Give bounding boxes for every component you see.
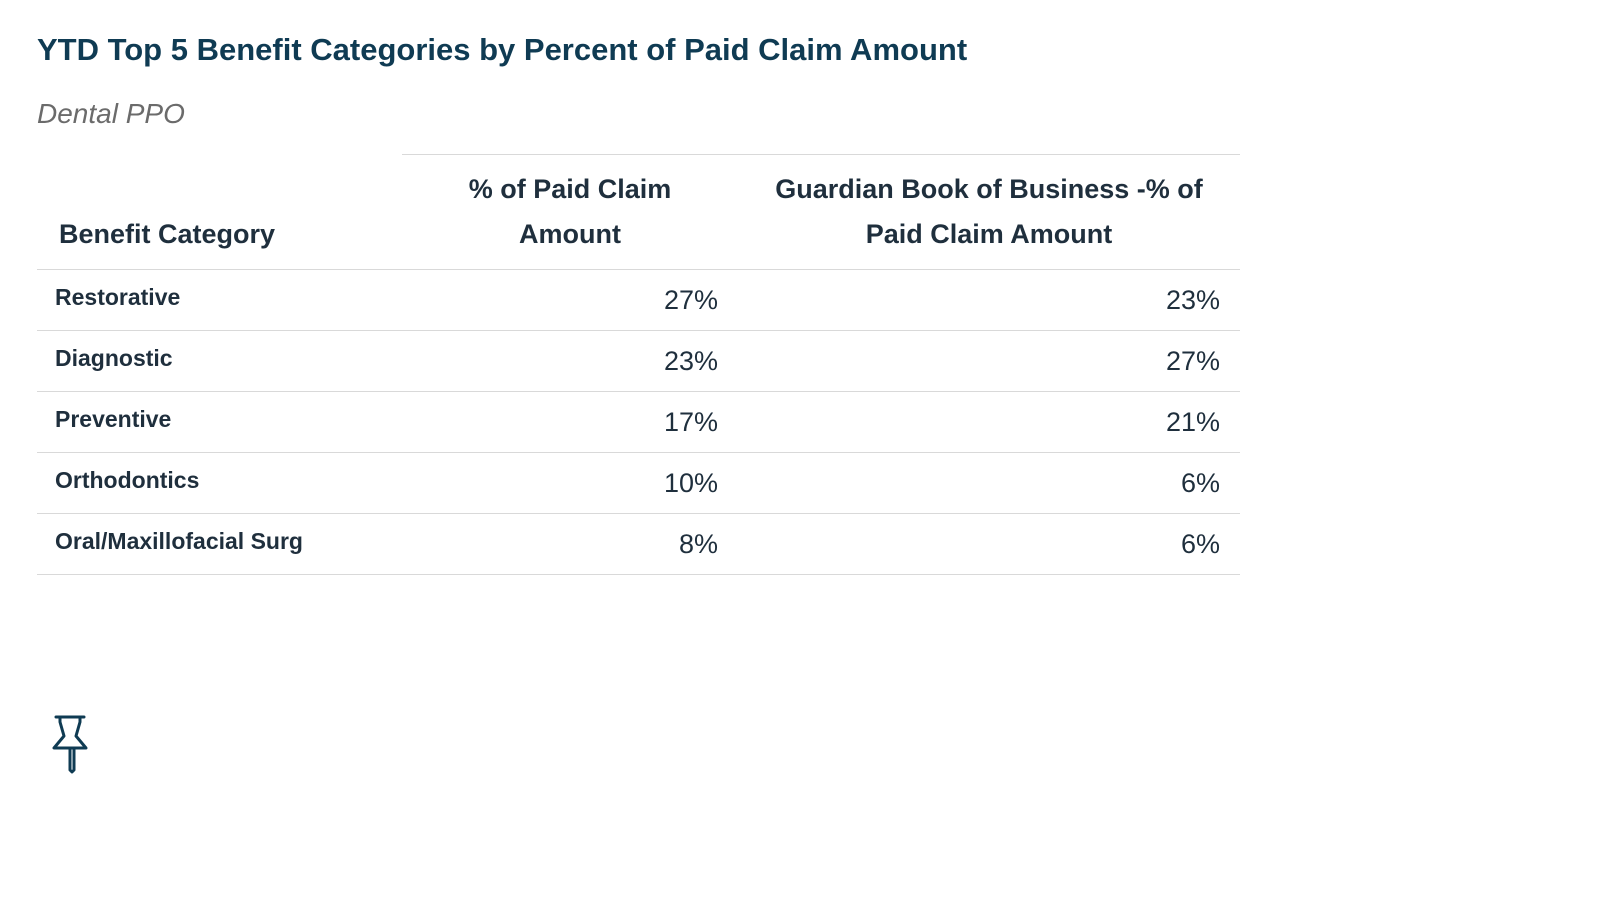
table-row: Preventive 17% 21% xyxy=(37,391,1240,453)
category-cell: Restorative xyxy=(37,269,402,331)
table: Benefit Category% of Paid Claim Amount Gu… xyxy=(37,154,1240,575)
column-header: Guardian Book of Business -% of Paid Cla… xyxy=(738,154,1240,270)
category-cell: Diagnostic xyxy=(37,330,402,392)
category-cell: Orthodontics xyxy=(37,452,402,514)
category-cell: Preventive xyxy=(37,391,402,453)
column-header: Benefit Category xyxy=(37,154,402,270)
category-cell: Oral/Maxillofacial Surg xyxy=(37,513,402,575)
header-row: Benefit Category% of Paid Claim Amount Gu… xyxy=(37,154,1240,270)
pin-icon[interactable] xyxy=(48,714,96,774)
table-row: Restorative 27% 23% xyxy=(37,269,1240,331)
percent-cell: 21% xyxy=(738,391,1240,453)
column-header: % of Paid Claim Amount xyxy=(402,154,738,270)
table-row: Diagnostic 23% 27% xyxy=(37,330,1240,392)
percent-cell: 10% xyxy=(402,452,738,514)
percent-cell: 6% xyxy=(738,513,1240,575)
table-body: Restorative 27% 23% Diagnostic 23% 27% Prevent… xyxy=(37,269,1240,575)
percent-cell: 17% xyxy=(402,391,738,453)
percent-cell: 23% xyxy=(402,330,738,392)
percent-cell: 6% xyxy=(738,452,1240,514)
percent-cell: 27% xyxy=(402,269,738,331)
table-row: Orthodontics 10% 6% xyxy=(37,452,1240,514)
percent-cell: 27% xyxy=(738,330,1240,392)
percent-cell: 8% xyxy=(402,513,738,575)
table-row: Oral/Maxillofacial Surg 8% 6% xyxy=(37,513,1240,575)
title: YTD Top 5 Benefit Categories by Percent … xyxy=(37,32,968,67)
percent-cell: 23% xyxy=(738,269,1240,331)
subtitle: Dental PPO xyxy=(37,98,185,129)
